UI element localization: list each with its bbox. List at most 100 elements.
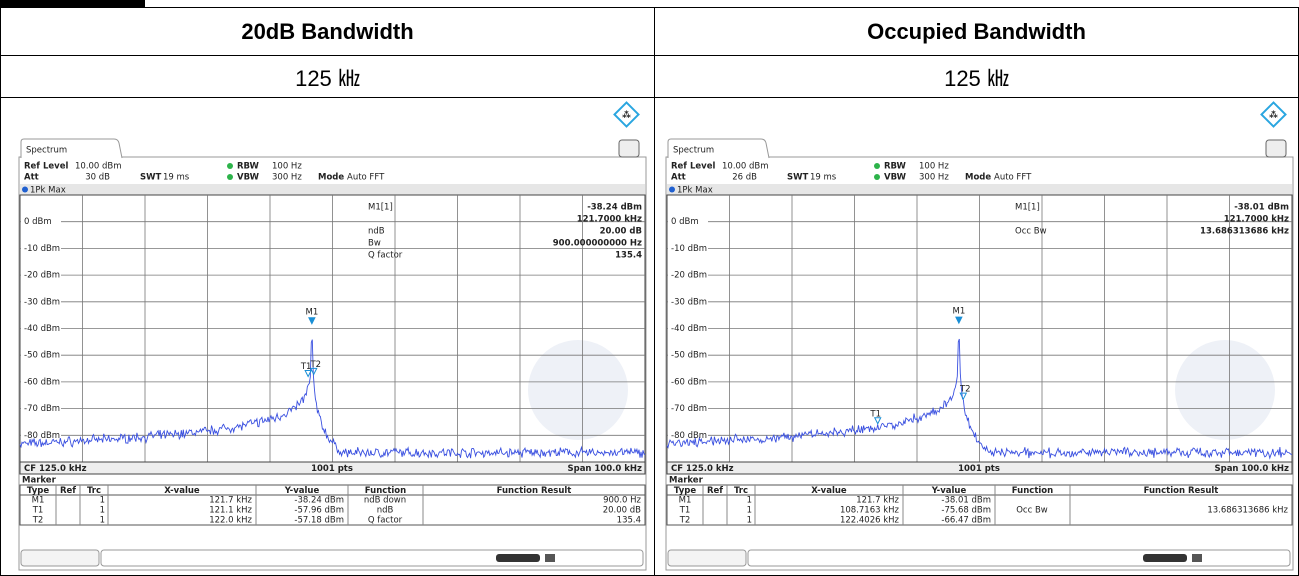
progress — [1143, 554, 1187, 562]
status-field — [667, 549, 747, 567]
tab — [667, 138, 770, 159]
label-bg — [668, 403, 708, 414]
label: Function — [365, 486, 406, 496]
label: M1[1] — [1015, 203, 1040, 213]
status-dot — [874, 163, 880, 169]
label: Att — [671, 173, 686, 183]
trace-bar — [20, 184, 645, 195]
label: 20.00 dB — [603, 506, 641, 516]
label: 300 Hz — [919, 173, 949, 183]
label: -30 dBm — [24, 297, 60, 307]
spectrum-screen: Spectrum ⁂ Ref Level 10.00 dBm Att 26 dB SWT 19… — [665, 101, 1294, 571]
label: Auto FFT — [994, 173, 1032, 183]
trace — [666, 338, 1292, 460]
screen-frame — [665, 156, 1294, 571]
label: T2 — [959, 385, 971, 395]
label: T2 — [679, 516, 691, 526]
label: 19 ms — [163, 173, 190, 183]
label: Mode — [965, 173, 991, 183]
label: M1 — [679, 496, 692, 506]
label: Q factor — [368, 516, 403, 526]
icon — [618, 139, 640, 158]
label: 1001 pts — [311, 464, 353, 474]
label: X-value — [164, 486, 200, 496]
label: -38.01 dBm — [1234, 203, 1289, 213]
label-bg — [668, 216, 708, 227]
label: Spectrum — [26, 146, 67, 156]
footer-bar — [666, 461, 1293, 475]
label: Y-value — [931, 486, 967, 496]
label: RBW — [237, 162, 260, 172]
label: Type — [27, 486, 49, 496]
label: Occ Bw — [1015, 227, 1047, 237]
label-bg — [21, 270, 61, 281]
label: 0 dBm — [671, 217, 699, 227]
marker-glyph — [959, 392, 968, 401]
label: Spectrum — [673, 146, 714, 156]
label: 1Pk Max — [677, 186, 713, 196]
label: M1 — [32, 496, 45, 506]
label: RBW — [884, 162, 907, 172]
label-bg — [668, 430, 708, 441]
status-dot — [227, 174, 233, 180]
label: Bw — [368, 239, 381, 249]
watermark — [1175, 340, 1275, 440]
label: X-value — [811, 486, 847, 496]
footer-bar — [19, 461, 646, 475]
label: -20 dBm — [671, 271, 707, 281]
label: 10.00 dBm — [75, 162, 122, 172]
label: Q factor — [368, 251, 403, 261]
label: T1 — [679, 506, 691, 516]
label: 13.686313686 kHz — [1207, 506, 1288, 516]
label: 121.7 kHz — [856, 496, 899, 506]
rs-logo-text: ⁂ — [1269, 110, 1278, 121]
progress — [496, 554, 540, 562]
label: VBW — [884, 173, 907, 183]
label: -70 dBm — [671, 404, 707, 414]
label: -57.96 dBm — [294, 506, 344, 516]
label-bg — [668, 376, 708, 387]
label: -38.24 dBm — [587, 203, 642, 213]
label: -40 dBm — [24, 324, 60, 334]
label: 121.7000 kHz — [1224, 215, 1289, 225]
label: -80 dBm — [24, 431, 60, 441]
label-bg — [668, 296, 708, 307]
label: 1Pk Max — [30, 186, 66, 196]
marker-table — [666, 484, 1293, 526]
label: Ref — [60, 486, 76, 496]
label: -20 dBm — [24, 271, 60, 281]
label: Span 100.0 kHz — [567, 464, 642, 474]
trace — [19, 339, 646, 459]
label: 121.1 kHz — [209, 506, 252, 516]
marker-glyph — [955, 316, 963, 325]
tab — [20, 138, 123, 159]
label: SWT — [787, 173, 808, 183]
label: -50 dBm — [671, 351, 707, 361]
label: 121.7000 kHz — [577, 215, 642, 225]
label: 900.0 Hz — [603, 496, 641, 506]
label-bg — [668, 350, 708, 361]
marker-glyph — [308, 317, 316, 325]
label: 122.4026 kHz — [840, 516, 900, 526]
label: Att — [24, 173, 39, 183]
label: 1 — [747, 516, 752, 526]
label: 10.00 dBm — [722, 162, 769, 172]
label: T2 — [309, 360, 321, 370]
label: Marker — [669, 476, 704, 486]
progress-icon — [545, 554, 555, 562]
label: SWT — [140, 173, 161, 183]
marker-glyph — [309, 367, 318, 376]
trace-bar — [667, 184, 1292, 195]
marker-glyph — [873, 417, 882, 425]
label: -10 dBm — [671, 244, 707, 254]
label: Auto FFT — [347, 173, 385, 183]
label: T2 — [32, 516, 44, 526]
label: 26 dB — [732, 173, 757, 183]
label: 300 Hz — [272, 173, 302, 183]
progress-icon — [1192, 554, 1202, 562]
label-bg — [21, 216, 61, 227]
label: 1 — [100, 506, 105, 516]
label: -75.68 dBm — [941, 506, 991, 516]
label: VBW — [237, 173, 260, 183]
label: -38.01 dBm — [941, 496, 991, 506]
